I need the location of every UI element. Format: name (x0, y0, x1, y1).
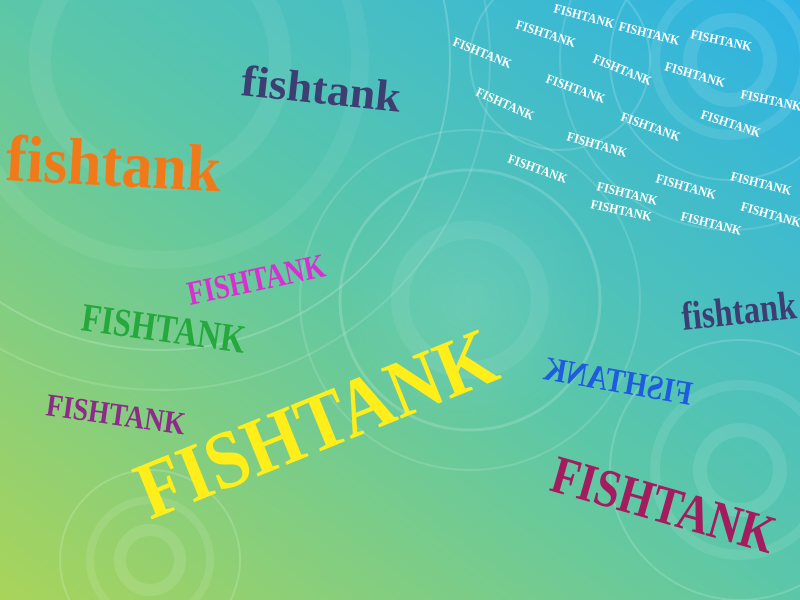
fish-orange-lowercase: fishtank (4, 122, 223, 206)
fish-text: fishtank (4, 122, 223, 206)
